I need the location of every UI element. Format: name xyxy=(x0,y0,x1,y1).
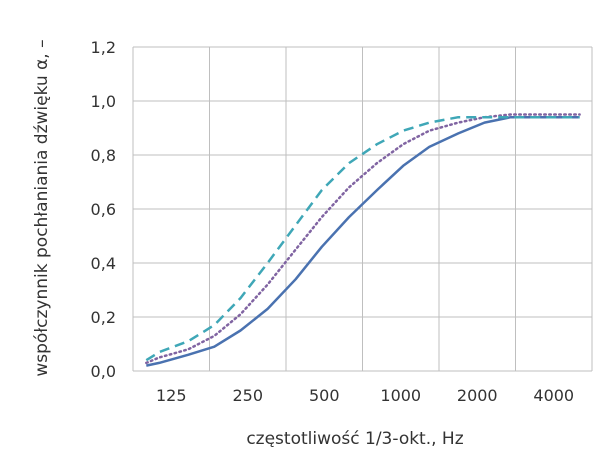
x-tick-label: 1000 xyxy=(380,386,421,405)
series-line-dotted xyxy=(145,113,581,365)
x-axis-label: częstotliwość 1/3-okt., Hz xyxy=(246,429,463,449)
grid xyxy=(132,46,593,372)
x-tick-label: 2000 xyxy=(457,386,498,405)
x-tick-label: 500 xyxy=(309,386,340,405)
x-tick-label: 125 xyxy=(156,386,187,405)
y-tick-label: 1,2 xyxy=(91,38,116,57)
y-tick-label: 1,0 xyxy=(91,92,116,111)
x-tick-label: 250 xyxy=(232,386,263,405)
x-tick-labels: 125 250 500 1000 2000 4000 xyxy=(156,386,574,405)
y-tick-label: 0,4 xyxy=(91,254,116,273)
y-tick-label: 0,6 xyxy=(91,200,116,219)
series-line-dashed xyxy=(145,115,580,362)
y-tick-label: 0,8 xyxy=(91,146,116,165)
y-tick-labels: 0,0 0,2 0,4 0,6 0,8 1,0 1,2 xyxy=(91,38,116,381)
series-lines xyxy=(145,113,581,367)
y-tick-label: 0,0 xyxy=(91,362,116,381)
x-tick-label: 4000 xyxy=(533,386,574,405)
y-axis-label: współczynnik pochłaniania dźwięku α, – xyxy=(32,39,52,376)
y-tick-label: 0,2 xyxy=(91,308,116,327)
